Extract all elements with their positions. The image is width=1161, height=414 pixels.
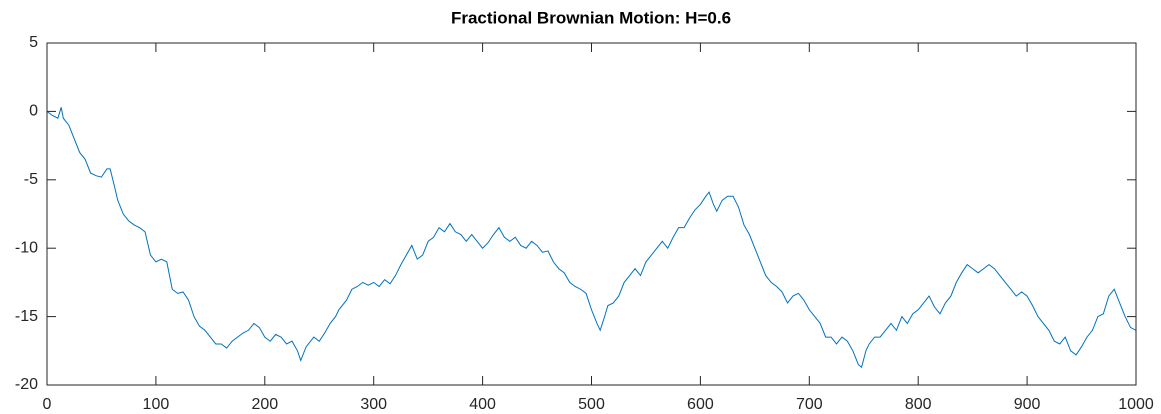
y-tick-label: -10 (15, 239, 38, 256)
x-tick-label: 1000 (1118, 396, 1154, 413)
x-tick-label: 800 (905, 396, 932, 413)
y-tick-label: -15 (15, 308, 38, 325)
plot-frame (46, 42, 1137, 386)
x-tick-label: 300 (360, 396, 387, 413)
y-tick-label: -5 (24, 171, 38, 188)
x-tick-label: 500 (578, 396, 605, 413)
chart-title: Fractional Brownian Motion: H=0.6 (451, 8, 731, 27)
x-tick-label: 600 (687, 396, 714, 413)
x-tick-label: 100 (143, 396, 170, 413)
x-tick-label: 900 (1014, 396, 1041, 413)
x-tick-label: 700 (796, 396, 823, 413)
x-tick-label: 0 (43, 396, 52, 413)
x-tick-label: 400 (469, 396, 496, 413)
data-line (46, 107, 1137, 369)
y-tick-label: 5 (29, 34, 38, 51)
y-tick-label: -20 (15, 376, 38, 393)
x-tick-label: 200 (251, 396, 278, 413)
y-tick-label: 0 (29, 103, 38, 120)
